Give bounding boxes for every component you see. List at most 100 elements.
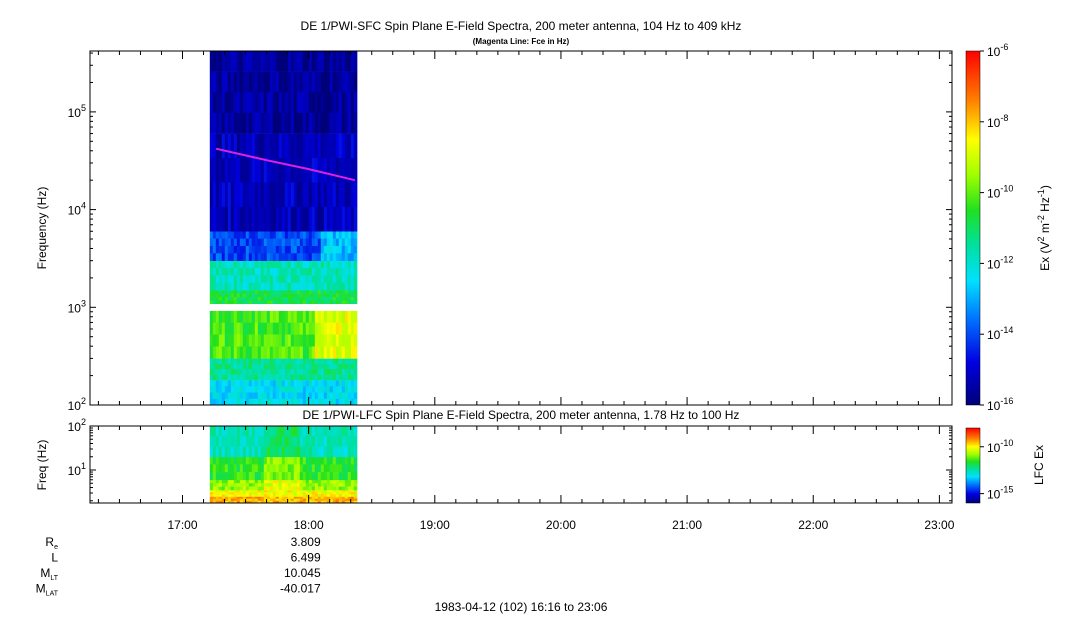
spectrogram-cell xyxy=(257,494,262,497)
spectrogram-cell xyxy=(326,275,331,284)
spectrogram-cell xyxy=(218,300,223,305)
spectrogram-cell xyxy=(296,464,301,473)
spectrogram-cell xyxy=(296,268,301,276)
spectrogram-cell xyxy=(341,253,346,261)
spectrogram-cell xyxy=(302,369,307,375)
spectrogram-cell xyxy=(251,486,256,491)
spectrogram-cell xyxy=(299,92,304,114)
spectrogram-cell xyxy=(290,253,295,261)
spectrogram-cell xyxy=(353,392,358,399)
spectrogram-cell xyxy=(347,206,352,232)
spectrogram-cell xyxy=(287,392,292,399)
spectrogram-cell xyxy=(284,297,289,301)
spectrogram-cell xyxy=(302,246,307,254)
spectrogram-cell xyxy=(317,268,322,276)
spectrogram-cell xyxy=(239,456,244,465)
spectrogram-cell xyxy=(221,436,226,447)
spectrogram-cell xyxy=(233,464,238,473)
spectrogram-cell xyxy=(266,380,271,387)
spectrogram-cell xyxy=(320,369,325,375)
spectrogram-cell xyxy=(341,133,346,159)
spectrogram-cell xyxy=(221,293,226,298)
spectrogram-cell xyxy=(260,496,265,499)
spectrogram-cell xyxy=(308,268,313,276)
spectrogram-cell xyxy=(275,464,280,473)
spectrogram-cell xyxy=(242,500,247,503)
spectrogram-cell xyxy=(329,456,334,465)
spectrogram-cell xyxy=(239,446,244,458)
spectrogram-cell xyxy=(296,492,301,495)
spectrogram-cell xyxy=(299,182,304,208)
spectrogram-cell xyxy=(299,500,304,503)
spectrogram-cell xyxy=(323,231,328,239)
spectrogram-cell xyxy=(272,363,277,370)
spectrogram-cell xyxy=(293,253,298,261)
spectrogram-cell xyxy=(230,492,235,495)
spectrogram-cell xyxy=(356,275,358,284)
spectrogram-cell xyxy=(230,380,235,387)
spectrogram-cell xyxy=(218,398,223,405)
spectrogram-cell xyxy=(212,322,217,335)
spectrogram-cell xyxy=(245,426,250,437)
spectrogram-cell xyxy=(341,380,346,387)
spectrogram-cell xyxy=(323,392,328,399)
spectrogram-cell xyxy=(302,231,307,239)
spectrogram-cell xyxy=(347,446,352,458)
spectrogram-cell xyxy=(269,374,274,381)
spectrogram-cell xyxy=(338,380,343,387)
spectrogram-cell xyxy=(350,133,355,159)
spectrogram-cell xyxy=(323,494,328,497)
spectrogram-cell xyxy=(344,297,349,301)
spectrogram-cell xyxy=(302,446,307,458)
spectrogram-cell xyxy=(278,133,283,159)
spectrogram-cell xyxy=(344,500,349,503)
spectrogram-cell xyxy=(251,275,256,284)
spectrogram-cell xyxy=(350,290,355,294)
spectrogram-cell xyxy=(317,231,322,239)
spectrogram-cell xyxy=(305,92,310,114)
spectrogram-cell xyxy=(272,436,277,447)
ephemeris-label: MLT xyxy=(40,566,58,582)
spectrogram-cell xyxy=(254,483,259,487)
spectrogram-cell xyxy=(323,398,328,405)
spectrogram-cell xyxy=(245,282,250,291)
spectrogram-cell xyxy=(284,464,289,473)
spectrogram-cell xyxy=(353,483,358,487)
spectrogram-cell xyxy=(341,231,346,239)
spectrogram-cell xyxy=(275,71,280,93)
spectrogram-cell xyxy=(224,392,229,399)
spectrogram-cell xyxy=(314,231,319,239)
spectrogram-cell xyxy=(329,369,334,375)
spectrogram-cell xyxy=(254,358,259,365)
spectrogram-cell xyxy=(290,456,295,465)
spectrogram-cell xyxy=(218,290,223,294)
spectrogram-cell xyxy=(329,392,334,399)
spectrogram-cell xyxy=(224,282,229,291)
spectrogram-cell xyxy=(299,494,304,497)
spectrogram-cell xyxy=(263,282,268,291)
spectrogram-cell xyxy=(236,260,241,269)
spectrogram-cell xyxy=(215,500,220,503)
spectrogram-cell xyxy=(305,374,310,381)
spectrogram-cell xyxy=(251,300,256,305)
spectrogram-cell xyxy=(212,490,217,493)
spectrogram-cell xyxy=(314,398,319,405)
spectrogram-cell xyxy=(329,158,334,183)
spectrogram-cell xyxy=(233,380,238,387)
spectrogram-cell xyxy=(233,346,238,359)
spectrogram-cell xyxy=(215,260,220,269)
spectrogram-cell xyxy=(248,322,253,335)
spectrogram-cell xyxy=(341,492,346,495)
spectrogram-cell xyxy=(245,446,250,458)
spectrogram-cell xyxy=(287,158,292,183)
spectrogram-cell xyxy=(317,275,322,284)
spectrogram-cell xyxy=(332,483,337,487)
spectrogram-cell xyxy=(212,290,217,294)
spectrogram-cell xyxy=(233,426,238,437)
spectrogram-cell xyxy=(254,282,259,291)
spectrogram-cell xyxy=(335,297,340,301)
spectrogram-cell xyxy=(332,464,337,473)
spectrogram-cell xyxy=(296,246,301,254)
spectrogram-cell xyxy=(239,310,244,323)
spectrogram-cell xyxy=(248,498,253,502)
